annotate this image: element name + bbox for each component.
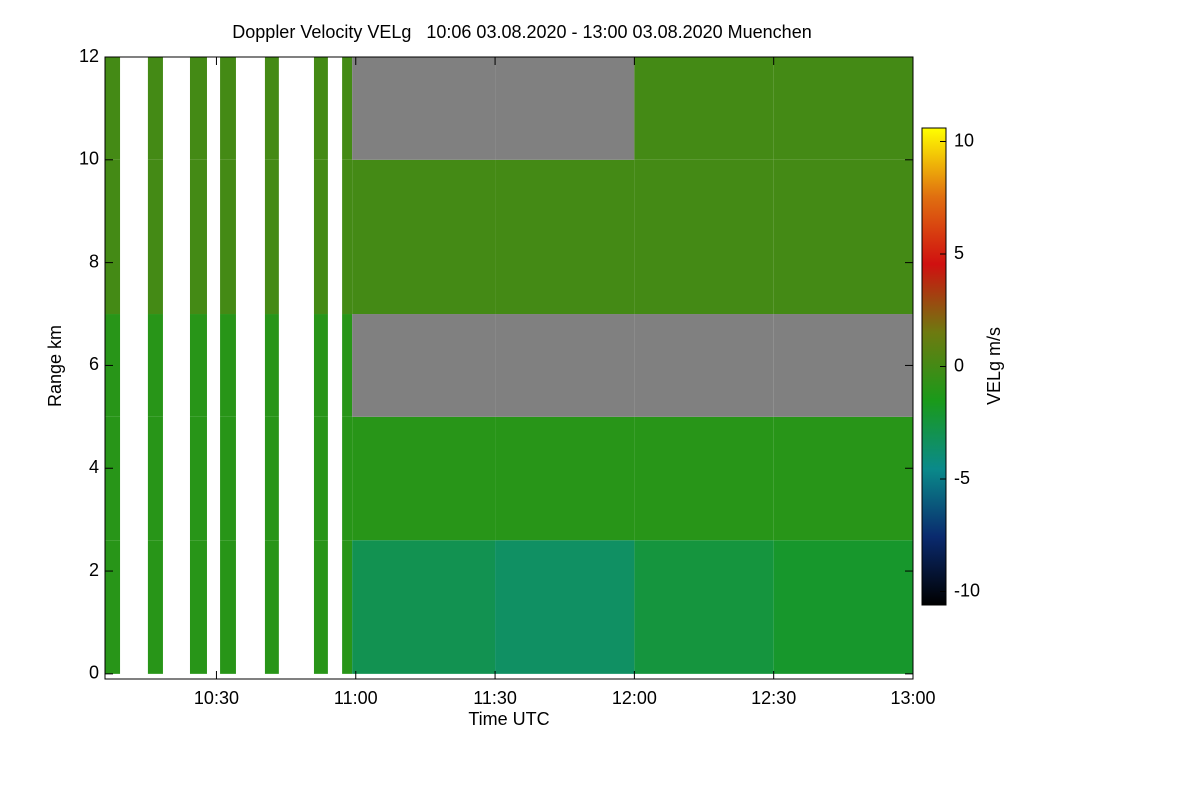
x-tick-label: 11:30: [473, 688, 517, 708]
cell: [634, 416, 774, 541]
cell: [773, 314, 913, 417]
cell: [105, 416, 121, 541]
cell: [773, 540, 913, 674]
y-tick-label: 2: [89, 560, 99, 580]
y-tick-label: 12: [79, 46, 99, 66]
x-tick-label: 13:00: [890, 688, 935, 708]
cell: [634, 159, 774, 315]
colorbar-tick-label: 10: [954, 130, 974, 150]
cell: [313, 540, 328, 674]
cell: [264, 57, 279, 160]
y-tick-label: 6: [89, 354, 99, 374]
plot-frame: [104, 56, 914, 680]
x-axis-label: Time UTC: [468, 709, 549, 729]
y-tick-label: 4: [89, 457, 99, 477]
cell: [264, 314, 279, 417]
cell: [342, 159, 353, 315]
cell: [773, 57, 913, 160]
cell: [189, 416, 207, 541]
cell: [495, 314, 635, 417]
cell: [189, 159, 207, 315]
y-tick-label: 8: [89, 251, 99, 271]
colorbar-tick-label: -10: [954, 580, 980, 600]
y-tick-label: 10: [79, 149, 99, 169]
cell: [313, 314, 328, 417]
cell: [634, 540, 774, 674]
y-axis-label: Range km: [45, 325, 65, 407]
cell: [495, 540, 635, 674]
cell: [147, 57, 163, 160]
cell: [220, 416, 236, 541]
cell: [773, 416, 913, 541]
cell: [105, 57, 121, 160]
cell: [147, 416, 163, 541]
cell: [495, 416, 635, 541]
cell: [313, 159, 328, 315]
cell: [264, 540, 279, 674]
cell: [105, 159, 121, 315]
cell: [189, 314, 207, 417]
cell: [342, 314, 353, 417]
x-tick-label: 12:00: [612, 688, 657, 708]
cell: [189, 540, 207, 674]
chart-title: Doppler Velocity VELg 10:06 03.08.2020 -…: [232, 22, 811, 42]
cell: [352, 314, 496, 417]
cell: [495, 159, 635, 315]
cell: [634, 314, 774, 417]
x-tick-label: 11:00: [334, 688, 378, 708]
cell: [147, 159, 163, 315]
cell: [352, 416, 496, 541]
cell: [264, 416, 279, 541]
cell: [220, 159, 236, 315]
cell: [264, 159, 279, 315]
colorbar-tick-label: 5: [954, 243, 964, 263]
cell: [189, 57, 207, 160]
cell: [313, 416, 328, 541]
y-tick-label: 0: [89, 663, 99, 683]
cell: [634, 57, 774, 160]
x-tick-label: 10:30: [194, 688, 239, 708]
cell: [342, 57, 353, 160]
cell: [147, 540, 163, 674]
cell: [352, 57, 496, 160]
cell: [352, 540, 496, 674]
cell: [220, 540, 236, 674]
cell: [352, 159, 496, 315]
colorbar-tick-label: 0: [954, 355, 964, 375]
cell: [495, 57, 635, 160]
cell: [773, 159, 913, 315]
cell: [313, 57, 328, 160]
cell: [147, 314, 163, 417]
colorbar-tick-label: -5: [954, 468, 970, 488]
cell: [342, 540, 353, 674]
cell: [105, 540, 121, 674]
colorbar-label: VELg m/s: [984, 327, 1004, 405]
x-tick-label: 12:30: [751, 688, 796, 708]
cell: [220, 57, 236, 160]
cell: [342, 416, 353, 541]
cell: [220, 314, 236, 417]
